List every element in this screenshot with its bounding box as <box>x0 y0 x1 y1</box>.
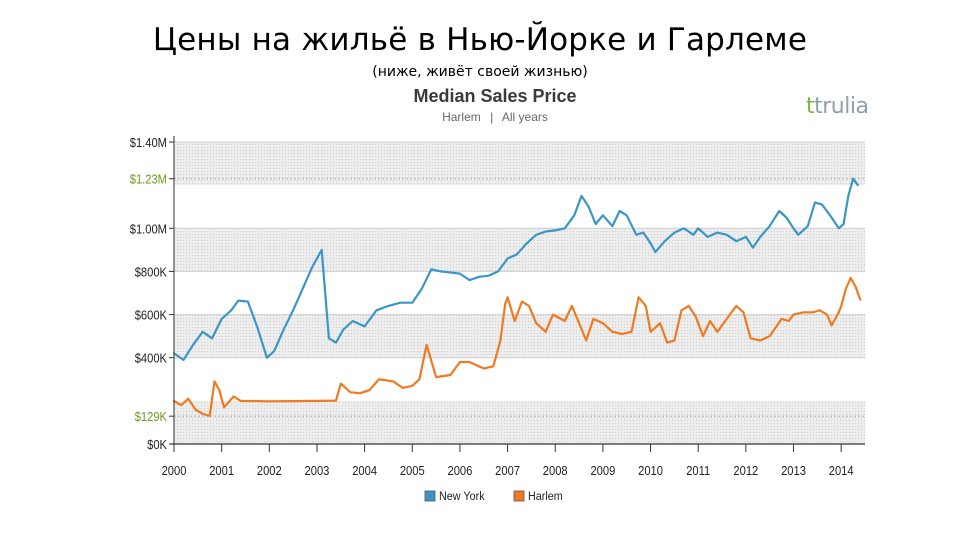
x-tick-label: 2008 <box>543 463 568 478</box>
chart-band <box>174 142 865 186</box>
y-tick-label: $129K <box>135 409 167 424</box>
x-tick-label: 2012 <box>733 463 758 478</box>
x-tick-label: 2004 <box>352 463 377 478</box>
x-tick-label: 2000 <box>162 463 187 478</box>
slide-title: Цены на жильё в Нью-Йорке и Гарлеме <box>152 22 808 58</box>
chart-subtitle-separator: | <box>490 110 493 124</box>
trulia-logo: ttrulia <box>806 94 869 119</box>
y-tick-label: $1.00M <box>130 221 167 236</box>
x-tick-label: 2009 <box>590 463 615 478</box>
x-tick-label: 2007 <box>495 463 520 478</box>
x-tick-label: 2014 <box>829 463 854 478</box>
y-tick-label: $1.40M <box>130 135 167 150</box>
series-line-harlem <box>172 276 862 418</box>
y-tick-label: $0K <box>147 437 167 452</box>
x-tick-label: 2013 <box>781 463 806 478</box>
slide-subtitle: (ниже, живёт своей жизнью) <box>372 64 588 80</box>
trulia-logo-text: trulia <box>814 94 869 119</box>
x-tick-label: 2002 <box>257 463 282 478</box>
x-tick-label: 2010 <box>638 463 663 478</box>
y-tick-label: $600K <box>135 308 167 323</box>
legend-swatch-harlem <box>513 490 525 502</box>
y-tick-label: $800K <box>135 265 167 280</box>
chart-subtitle-range: All years <box>502 110 548 124</box>
chart-subtitle-area: Harlem <box>442 110 481 124</box>
chart-band <box>174 314 865 358</box>
x-tick-label: 2005 <box>400 463 425 478</box>
chart-legend: New York Harlem <box>424 490 563 504</box>
chart-band <box>174 400 865 444</box>
x-tick-label: 2003 <box>305 463 330 478</box>
legend-swatch-new-york <box>424 490 436 502</box>
legend-label-new-york: New York <box>439 491 485 504</box>
x-tick-label: 2011 <box>686 463 710 478</box>
chart-subtitle: Harlem | All years <box>442 110 548 124</box>
series-line-new-york <box>172 177 859 361</box>
y-tick-label: $400K <box>135 351 167 366</box>
x-tick-label: 2006 <box>448 463 473 478</box>
legend-label-harlem: Harlem <box>528 491 563 504</box>
x-tick-label: 2001 <box>209 463 234 478</box>
chart-title: Median Sales Price <box>413 86 576 106</box>
trulia-logo-mark: t <box>806 94 815 119</box>
y-tick-label: $1.23M <box>130 172 167 187</box>
